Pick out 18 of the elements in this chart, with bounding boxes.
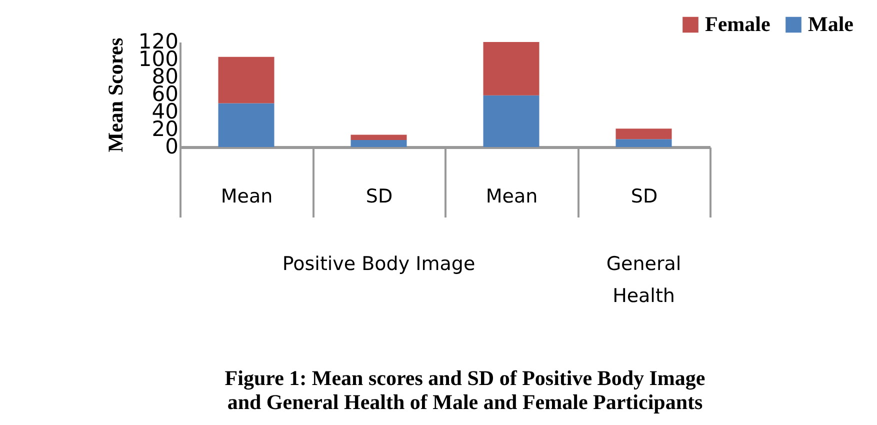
bar xyxy=(616,128,672,140)
x-tick-label: Mean xyxy=(220,186,273,208)
bar xyxy=(350,134,407,140)
bar xyxy=(350,140,407,147)
legend-label: Male xyxy=(808,12,854,36)
bar xyxy=(616,139,672,147)
bar xyxy=(218,103,274,147)
x-tick-label: SD xyxy=(366,186,393,208)
bar xyxy=(218,56,274,104)
text: General Health xyxy=(606,253,682,307)
text: Positive Body Image xyxy=(282,253,476,275)
bar xyxy=(483,95,540,147)
legend-label: Female xyxy=(705,12,770,36)
x-tick-label: Mean xyxy=(486,186,538,208)
y-axis-title: Mean Scores xyxy=(103,38,128,152)
bar xyxy=(483,42,540,96)
x-tick-label: SD xyxy=(630,186,658,208)
text: Figure 1: Mean scores and SD of Positive Body Image and General Health of Male and Female Participants xyxy=(224,366,706,414)
